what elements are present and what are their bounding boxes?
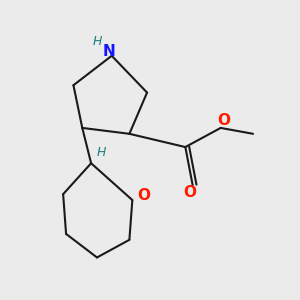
Text: O: O [217,113,230,128]
Text: H: H [97,146,106,159]
Text: O: O [183,185,196,200]
Text: O: O [138,188,151,203]
Text: N: N [102,44,115,59]
Text: H: H [92,34,102,48]
